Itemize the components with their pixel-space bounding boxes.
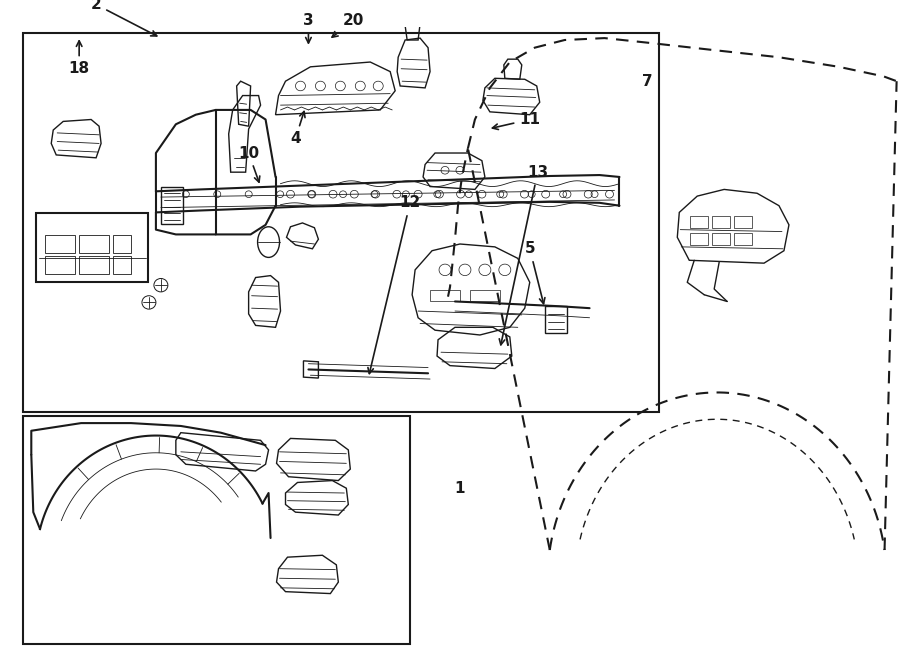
Text: 15: 15	[0, 661, 1, 662]
Bar	[430, 290, 460, 301]
Bar	[712, 234, 730, 245]
Bar	[712, 216, 730, 228]
Text: 3: 3	[303, 13, 314, 43]
Text: 12: 12	[368, 195, 420, 373]
Bar	[79, 236, 109, 253]
Bar	[113, 236, 131, 253]
Bar	[79, 256, 109, 273]
Text: 6: 6	[0, 661, 1, 662]
Bar	[23, 33, 660, 412]
Bar	[45, 236, 76, 253]
Bar	[45, 256, 76, 273]
Bar	[36, 213, 148, 282]
Text: 7: 7	[642, 73, 652, 89]
Bar	[113, 256, 131, 273]
Bar	[161, 187, 183, 224]
Text: 20: 20	[332, 13, 364, 37]
Bar	[734, 234, 752, 245]
Bar	[23, 416, 410, 644]
Bar	[544, 307, 567, 333]
Text: 17: 17	[0, 661, 1, 662]
Text: 8: 8	[0, 661, 1, 662]
Text: 18: 18	[68, 41, 90, 76]
Bar	[690, 216, 708, 228]
Text: 9: 9	[0, 661, 1, 662]
Bar	[470, 290, 500, 301]
Text: 16: 16	[0, 661, 1, 662]
Bar	[734, 216, 752, 228]
Text: 19: 19	[0, 661, 1, 662]
Text: 2: 2	[91, 0, 157, 36]
Text: 10: 10	[238, 146, 260, 182]
Text: 5: 5	[525, 241, 544, 304]
Bar	[690, 234, 708, 245]
Text: 4: 4	[290, 111, 305, 146]
Text: 1: 1	[454, 481, 465, 496]
Text: 11: 11	[492, 112, 540, 130]
Text: 13: 13	[500, 165, 548, 345]
Text: 14: 14	[0, 661, 1, 662]
